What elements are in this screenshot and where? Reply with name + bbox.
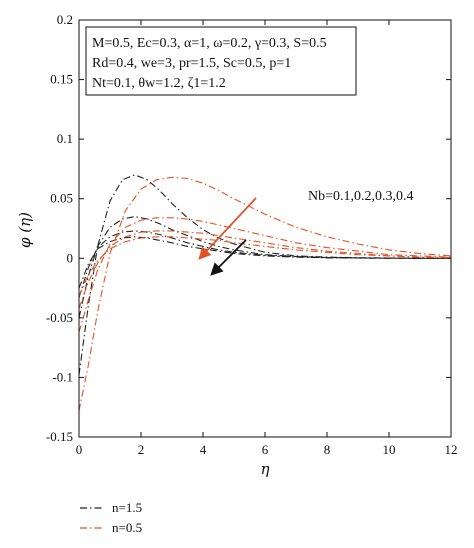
x-axis-label: η (261, 460, 270, 478)
legend-label: n=0.5 (112, 520, 142, 535)
y-tick-label: -0.05 (46, 310, 73, 325)
nb-annotation: Nb=0.1,0.2,0.3,0.4 (308, 189, 414, 204)
x-tick-label: 4 (200, 442, 207, 457)
y-tick-label: 0.1 (57, 131, 73, 146)
parameter-line-2: Rd=0.4, we=3, pr=1.5, Sc=0.5, p=1 (92, 56, 291, 71)
series-line-n05-curve-2 (79, 217, 451, 333)
y-tick-label: 0.05 (50, 191, 73, 206)
legend-label: n=1.5 (112, 500, 142, 515)
y-tick-label: 0 (67, 250, 74, 265)
parameter-box: M=0.5, Ec=0.3, α=1, ω=0.2, γ=0.3, S=0.5 … (85, 26, 357, 96)
series-line-n15-curve-1 (79, 174, 451, 376)
y-axis-ticks: -0.15 -0.1 -0.05 0 0.05 0.1 0.15 0.2 (46, 12, 451, 444)
series-line-n05-curve-1 (79, 176, 451, 411)
y-tick-label: 0.15 (50, 72, 73, 87)
y-tick-label: -0.1 (52, 369, 73, 384)
y-tick-label: -0.15 (46, 429, 73, 444)
series-layer (79, 174, 451, 411)
series-line-n15-curve-3 (79, 230, 451, 298)
series-line-n15-curve-2 (79, 216, 451, 319)
parameter-line-3: Nt=0.1, θw=1.2, ζ1=1.2 (92, 76, 226, 91)
orange-trend-arrow (198, 197, 257, 260)
parameter-line-1: M=0.5, Ec=0.3, α=1, ω=0.2, γ=0.3, S=0.5 (92, 36, 327, 51)
parameter-box-frame (85, 26, 357, 96)
series-line-n15-curve-4 (79, 236, 451, 289)
x-tick-label: 12 (445, 442, 458, 457)
black-trend-arrow (210, 239, 247, 276)
x-tick-label: 2 (138, 442, 145, 457)
x-axis-ticks: 0 2 4 6 8 10 12 (76, 20, 458, 457)
legend: n=1.5 n=0.5 (80, 500, 142, 535)
series-line-n05-curve-3 (79, 230, 451, 309)
series-line-n05-curve-4 (79, 236, 451, 297)
plot-frame (78, 19, 452, 438)
y-tick-label: 0.2 (57, 12, 73, 27)
y-axis-label: φ (η) (16, 212, 34, 248)
x-tick-label: 10 (383, 442, 396, 457)
x-tick-label: 0 (76, 442, 83, 457)
x-tick-label: 6 (262, 442, 269, 457)
x-tick-label: 8 (324, 442, 331, 457)
